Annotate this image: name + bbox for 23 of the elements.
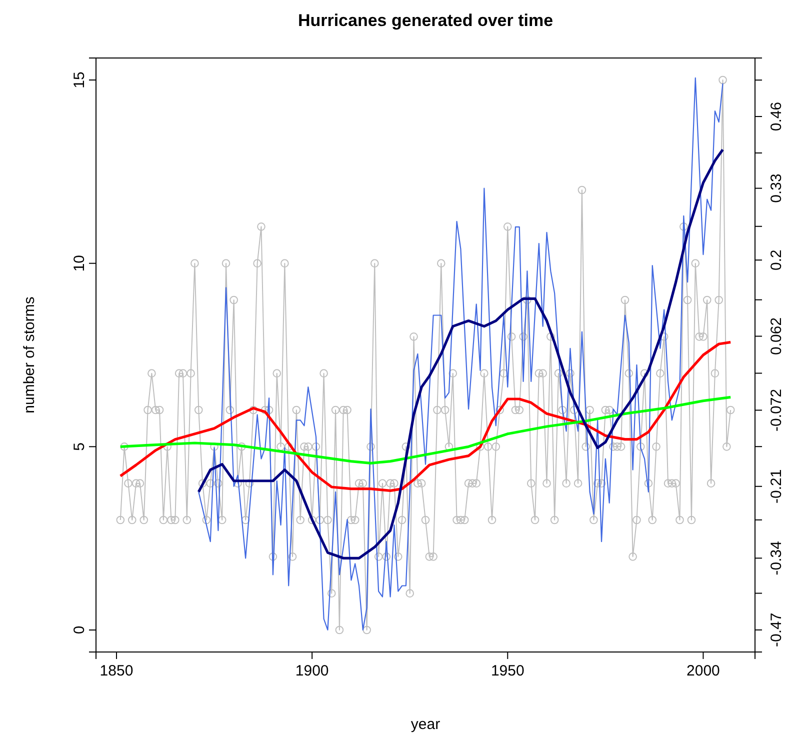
chart-title: Hurricanes generated over time xyxy=(298,11,554,30)
y2-tick-label: -0.072 xyxy=(768,388,785,432)
y-tick-label: 0 xyxy=(71,626,88,634)
line-series xyxy=(197,148,724,560)
y2-tick-label: 0.46 xyxy=(768,102,785,132)
y-tick-label: 10 xyxy=(71,254,88,272)
y2-tick-label: -0.47 xyxy=(768,612,785,648)
line-series xyxy=(119,396,732,464)
y2-tick-label: 0.2 xyxy=(768,250,785,270)
y-tick-label: 15 xyxy=(71,72,88,88)
y-tick-label: 5 xyxy=(71,442,88,451)
y2-tick-label: 0.33 xyxy=(768,174,785,203)
line-series xyxy=(198,77,724,630)
x-tick-label: 2000 xyxy=(686,662,720,680)
line-series xyxy=(119,340,732,492)
y2-tick-label: 0.062 xyxy=(768,317,785,356)
x-axis-title: year xyxy=(410,716,440,733)
y2-tick-label: -0.34 xyxy=(768,541,785,576)
x-tick-label: 1850 xyxy=(100,662,134,680)
x-tick-label: 1950 xyxy=(490,662,524,680)
y-axis-title: number of storms xyxy=(21,296,38,414)
y2-tick-label: -0.21 xyxy=(768,469,785,504)
x-tick-label: 1900 xyxy=(295,662,329,680)
